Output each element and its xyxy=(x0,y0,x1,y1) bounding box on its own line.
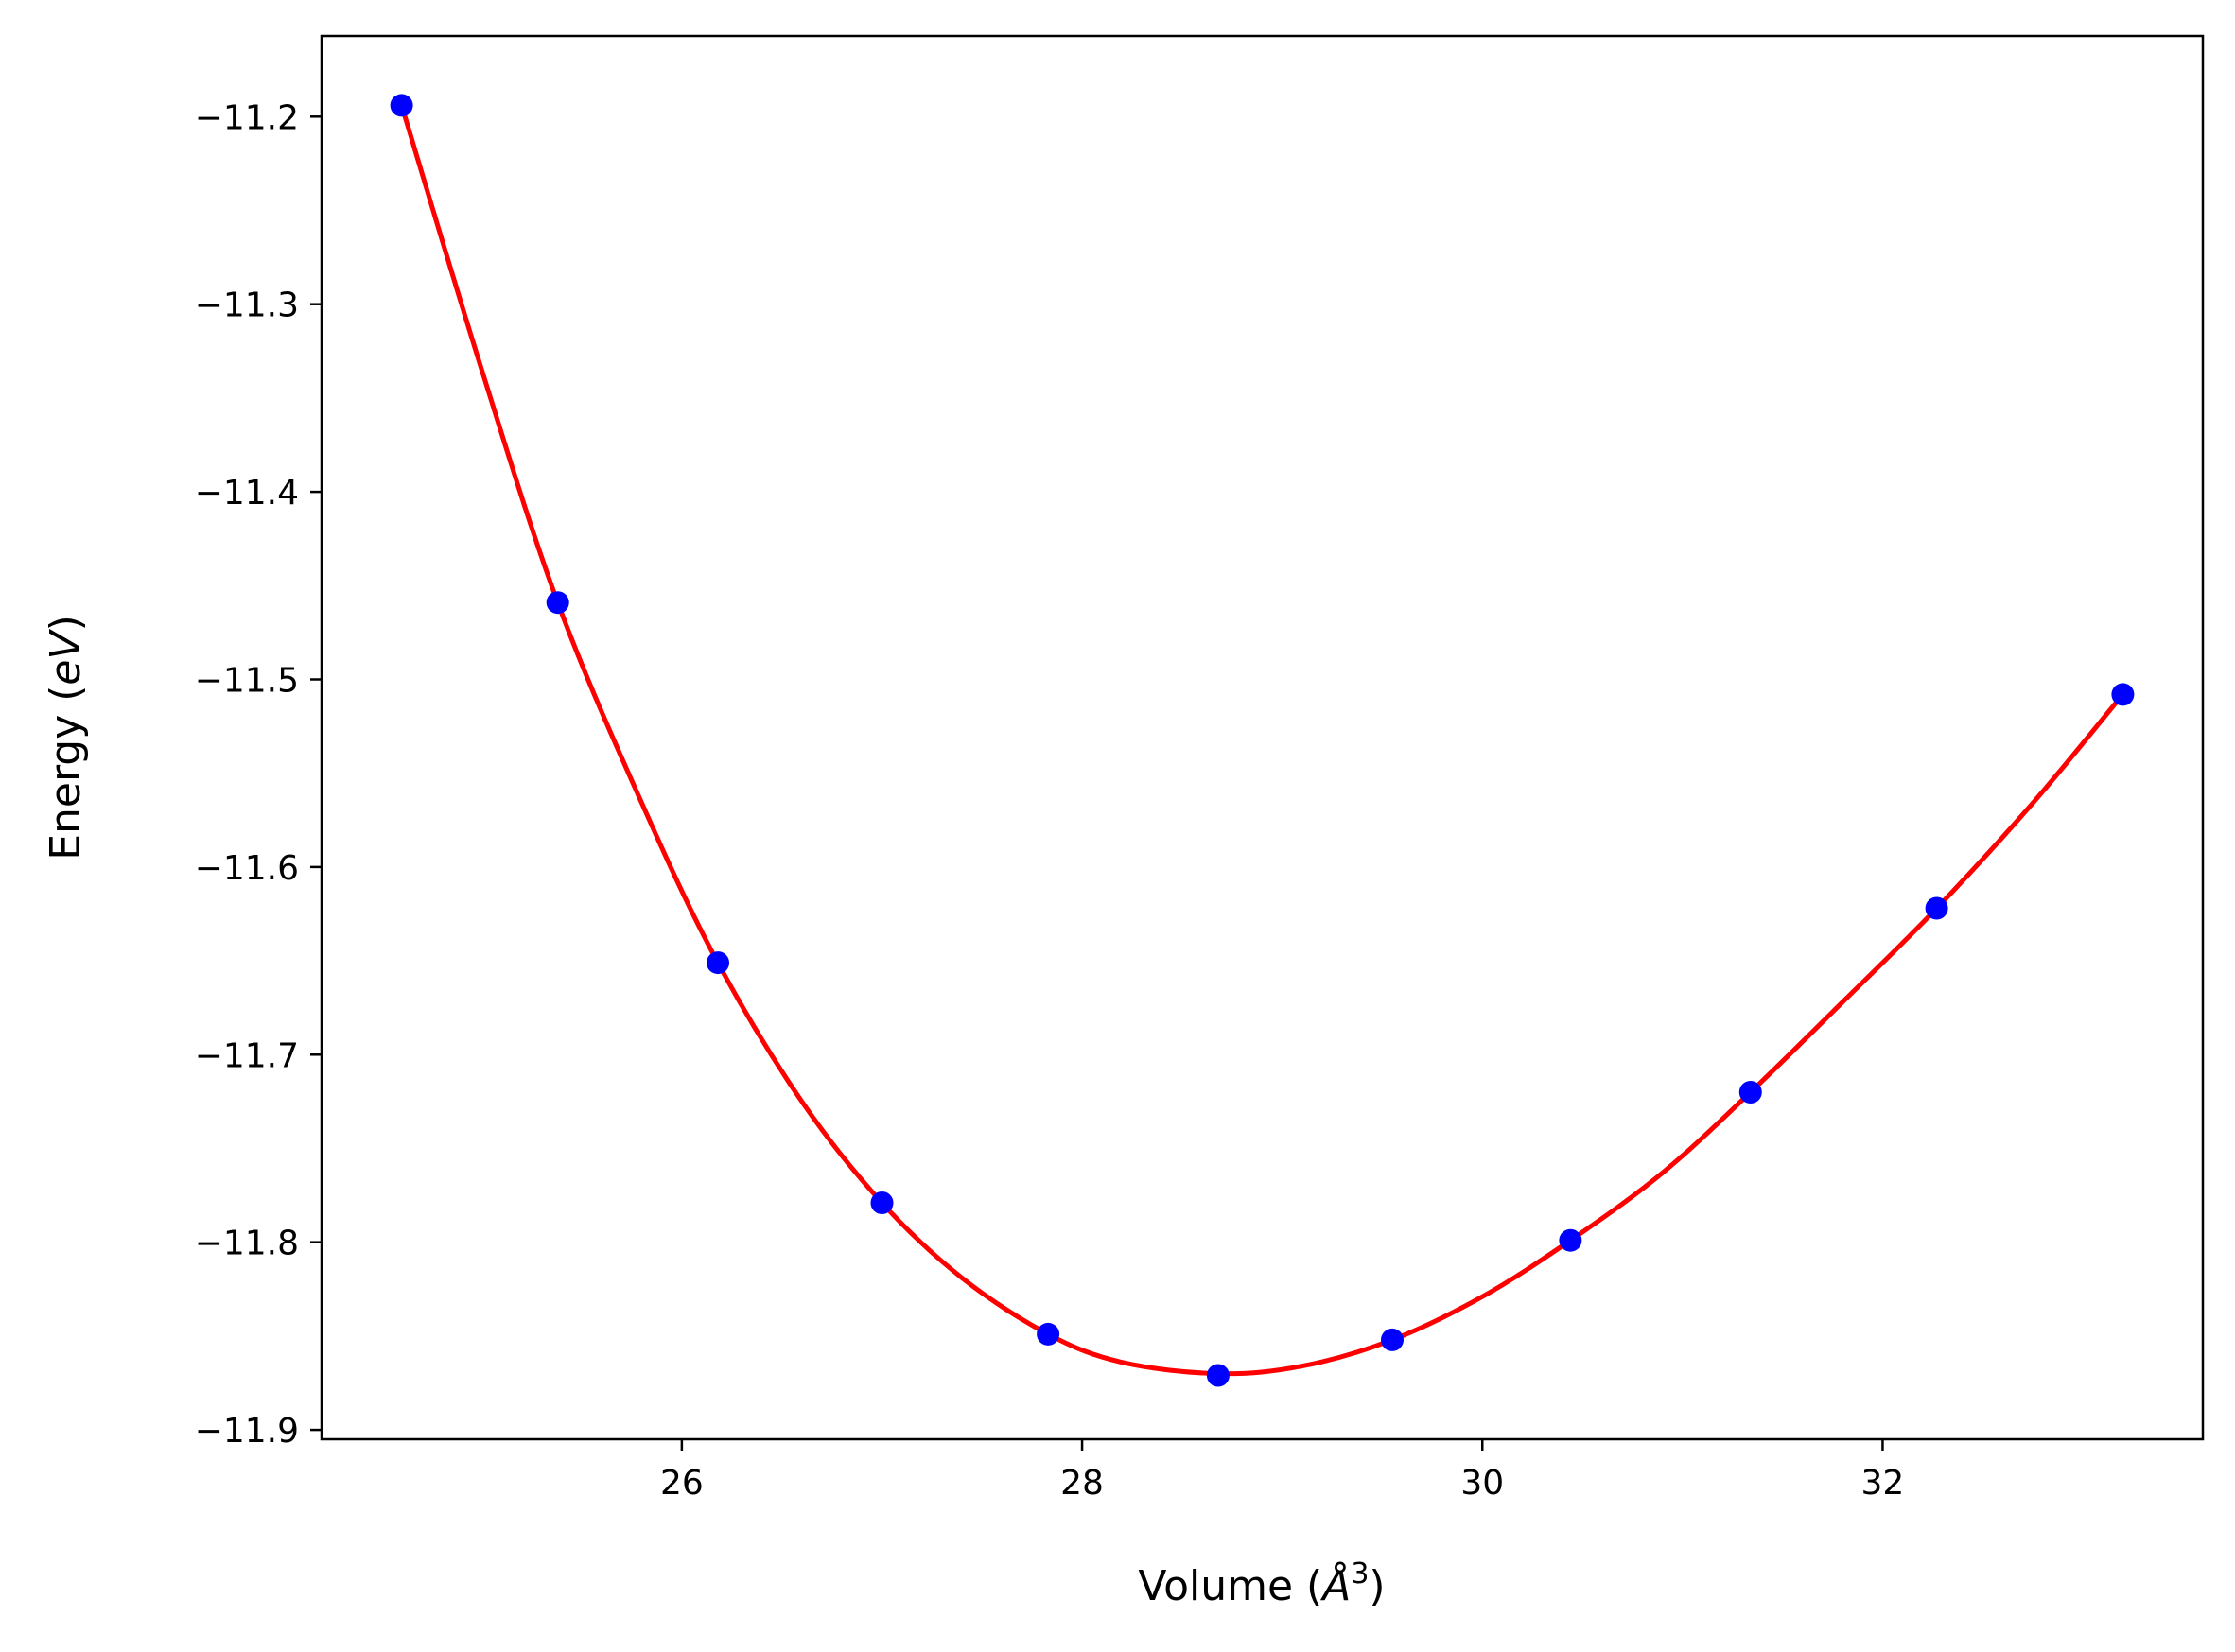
data-point xyxy=(2111,683,2135,706)
data-point xyxy=(390,94,413,117)
x-axis-label-unit: Å xyxy=(1319,1560,1351,1610)
data-point xyxy=(1381,1328,1404,1351)
x-axis-label-prefix: Volume ( xyxy=(1138,1562,1322,1610)
data-point xyxy=(870,1191,894,1214)
data-point xyxy=(707,951,729,975)
y-tick-label: −11.4 xyxy=(195,474,299,513)
data-point xyxy=(1559,1228,1582,1252)
x-axis-ticks: 26 28 30 32 xyxy=(660,1439,1904,1503)
y-axis-ticks: −11.2 −11.3 −11.4 −11.5 −11.6 −11.7 −11.8 −11.9 xyxy=(195,98,322,1451)
x-axis-label-superscript: 3 xyxy=(1351,1557,1369,1591)
y-tick-label: −11.9 xyxy=(195,1412,299,1451)
plot-frame xyxy=(320,34,2205,1441)
y-tick-label: −11.6 xyxy=(195,849,299,888)
fit-curve-line xyxy=(399,104,2125,1377)
data-points-layer xyxy=(390,94,2135,1387)
y-axis-label-suffix: ) xyxy=(42,615,90,631)
y-tick-label: −11.8 xyxy=(195,1225,299,1263)
x-tick-label: 28 xyxy=(1060,1464,1104,1503)
y-axis-label-unit: eV xyxy=(42,629,90,686)
plot-background xyxy=(322,36,2203,1439)
data-point xyxy=(1738,1081,1762,1104)
fit-curve-layer xyxy=(399,104,2125,1377)
y-tick-label: −11.2 xyxy=(195,98,299,137)
data-point xyxy=(1037,1322,1060,1346)
y-tick-label: −11.7 xyxy=(195,1036,299,1075)
data-point xyxy=(546,591,569,615)
y-axis-label: Energy (eV) xyxy=(42,615,90,861)
y-tick-label: −11.3 xyxy=(195,287,299,325)
y-axis-label-prefix: Energy ( xyxy=(42,686,90,861)
x-tick-label: 32 xyxy=(1861,1464,1905,1503)
data-point xyxy=(1925,896,1948,920)
data-point xyxy=(1206,1364,1230,1387)
x-axis-label: Volume (Å3) xyxy=(1138,1557,1385,1610)
x-tick-label: 26 xyxy=(660,1464,704,1503)
x-tick-label: 30 xyxy=(1460,1464,1504,1503)
y-tick-label: −11.5 xyxy=(195,661,299,700)
x-axis-label-suffix: ) xyxy=(1369,1562,1385,1610)
